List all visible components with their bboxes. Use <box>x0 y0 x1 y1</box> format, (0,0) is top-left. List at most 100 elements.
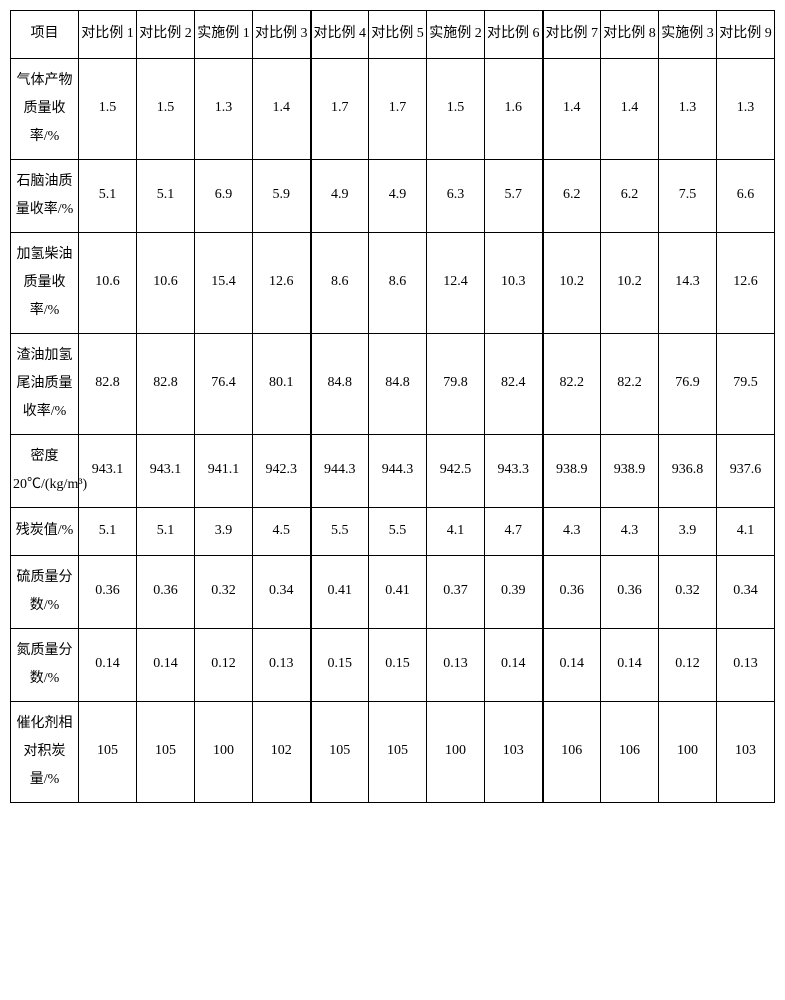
table-cell: 0.13 <box>253 628 311 701</box>
table-cell: 6.9 <box>195 159 253 232</box>
table-cell: 12.6 <box>253 232 311 333</box>
table-cell: 82.8 <box>79 333 137 434</box>
table-cell: 936.8 <box>659 434 717 507</box>
table-cell: 0.37 <box>427 555 485 628</box>
table-row: 残炭值/%5.15.13.94.55.55.54.14.74.34.33.94.… <box>11 507 775 555</box>
table-row: 气体产物质量收率/%1.51.51.31.41.71.71.51.61.41.4… <box>11 58 775 159</box>
table-cell: 5.1 <box>137 159 195 232</box>
table-cell: 0.14 <box>137 628 195 701</box>
table-cell: 0.34 <box>253 555 311 628</box>
table-cell: 0.14 <box>485 628 543 701</box>
row-label: 催化剂相对积炭量/% <box>11 701 79 802</box>
table-cell: 80.1 <box>253 333 311 434</box>
table-cell: 102 <box>253 701 311 802</box>
table-cell: 4.9 <box>369 159 427 232</box>
table-row: 加氢柴油质量收率/%10.610.615.412.68.68.612.410.3… <box>11 232 775 333</box>
table-cell: 100 <box>427 701 485 802</box>
table-cell: 0.13 <box>717 628 775 701</box>
table-cell: 943.3 <box>485 434 543 507</box>
table-cell: 10.2 <box>601 232 659 333</box>
table-cell: 105 <box>311 701 369 802</box>
table-row: 硫质量分数/%0.360.360.320.340.410.410.370.390… <box>11 555 775 628</box>
table-cell: 106 <box>543 701 601 802</box>
col-header: 实施例 1 <box>195 11 253 59</box>
table-cell: 10.2 <box>543 232 601 333</box>
table-cell: 1.5 <box>79 58 137 159</box>
table-cell: 0.36 <box>137 555 195 628</box>
table-cell: 1.4 <box>543 58 601 159</box>
table-cell: 0.36 <box>79 555 137 628</box>
table-cell: 12.4 <box>427 232 485 333</box>
table-cell: 1.3 <box>195 58 253 159</box>
table-cell: 5.1 <box>137 507 195 555</box>
table-row: 石脑油质量收率/%5.15.16.95.94.94.96.35.76.26.27… <box>11 159 775 232</box>
table-cell: 84.8 <box>369 333 427 434</box>
data-table: 项目 对比例 1 对比例 2 实施例 1 对比例 3 对比例 4 对比例 5 实… <box>10 10 775 803</box>
table-cell: 944.3 <box>311 434 369 507</box>
table-cell: 0.41 <box>369 555 427 628</box>
table-cell: 1.3 <box>659 58 717 159</box>
table-cell: 6.6 <box>717 159 775 232</box>
table-cell: 76.9 <box>659 333 717 434</box>
col-header: 对比例 2 <box>137 11 195 59</box>
table-cell: 4.7 <box>485 507 543 555</box>
table-cell: 1.7 <box>369 58 427 159</box>
table-cell: 4.3 <box>601 507 659 555</box>
table-cell: 5.1 <box>79 507 137 555</box>
col-header: 实施例 2 <box>427 11 485 59</box>
table-cell: 0.41 <box>311 555 369 628</box>
table-cell: 82.2 <box>601 333 659 434</box>
table-cell: 14.3 <box>659 232 717 333</box>
col-header: 对比例 5 <box>369 11 427 59</box>
table-cell: 105 <box>79 701 137 802</box>
table-cell: 938.9 <box>543 434 601 507</box>
table-cell: 0.14 <box>601 628 659 701</box>
table-cell: 5.5 <box>369 507 427 555</box>
table-cell: 0.36 <box>601 555 659 628</box>
table-cell: 0.39 <box>485 555 543 628</box>
table-cell: 82.8 <box>137 333 195 434</box>
table-cell: 103 <box>485 701 543 802</box>
row-label: 硫质量分数/% <box>11 555 79 628</box>
table-cell: 5.7 <box>485 159 543 232</box>
table-cell: 941.1 <box>195 434 253 507</box>
table-cell: 0.34 <box>717 555 775 628</box>
table-cell: 10.6 <box>137 232 195 333</box>
table-cell: 100 <box>659 701 717 802</box>
table-cell: 0.14 <box>543 628 601 701</box>
table-cell: 106 <box>601 701 659 802</box>
table-cell: 0.12 <box>195 628 253 701</box>
row-label: 石脑油质量收率/% <box>11 159 79 232</box>
col-header: 实施例 3 <box>659 11 717 59</box>
table-cell: 1.3 <box>717 58 775 159</box>
table-cell: 1.7 <box>311 58 369 159</box>
table-cell: 3.9 <box>659 507 717 555</box>
table-cell: 7.5 <box>659 159 717 232</box>
table-cell: 103 <box>717 701 775 802</box>
row-label: 渣油加氢尾油质量收率/% <box>11 333 79 434</box>
table-cell: 10.3 <box>485 232 543 333</box>
table-cell: 0.12 <box>659 628 717 701</box>
table-row: 氮质量分数/%0.140.140.120.130.150.150.130.140… <box>11 628 775 701</box>
table-cell: 0.15 <box>311 628 369 701</box>
table-cell: 105 <box>137 701 195 802</box>
col-header: 对比例 4 <box>311 11 369 59</box>
table-cell: 4.3 <box>543 507 601 555</box>
row-label: 氮质量分数/% <box>11 628 79 701</box>
table-cell: 938.9 <box>601 434 659 507</box>
table-cell: 0.32 <box>195 555 253 628</box>
table-cell: 6.3 <box>427 159 485 232</box>
table-cell: 4.1 <box>717 507 775 555</box>
table-row: 渣油加氢尾油质量收率/%82.882.876.480.184.884.879.8… <box>11 333 775 434</box>
table-cell: 12.6 <box>717 232 775 333</box>
table-cell: 8.6 <box>369 232 427 333</box>
col-header: 对比例 1 <box>79 11 137 59</box>
table-cell: 1.4 <box>253 58 311 159</box>
table-cell: 82.4 <box>485 333 543 434</box>
table-cell: 3.9 <box>195 507 253 555</box>
table-cell: 0.13 <box>427 628 485 701</box>
table-cell: 1.6 <box>485 58 543 159</box>
table-cell: 105 <box>369 701 427 802</box>
table-cell: 8.6 <box>311 232 369 333</box>
row-label: 加氢柴油质量收率/% <box>11 232 79 333</box>
